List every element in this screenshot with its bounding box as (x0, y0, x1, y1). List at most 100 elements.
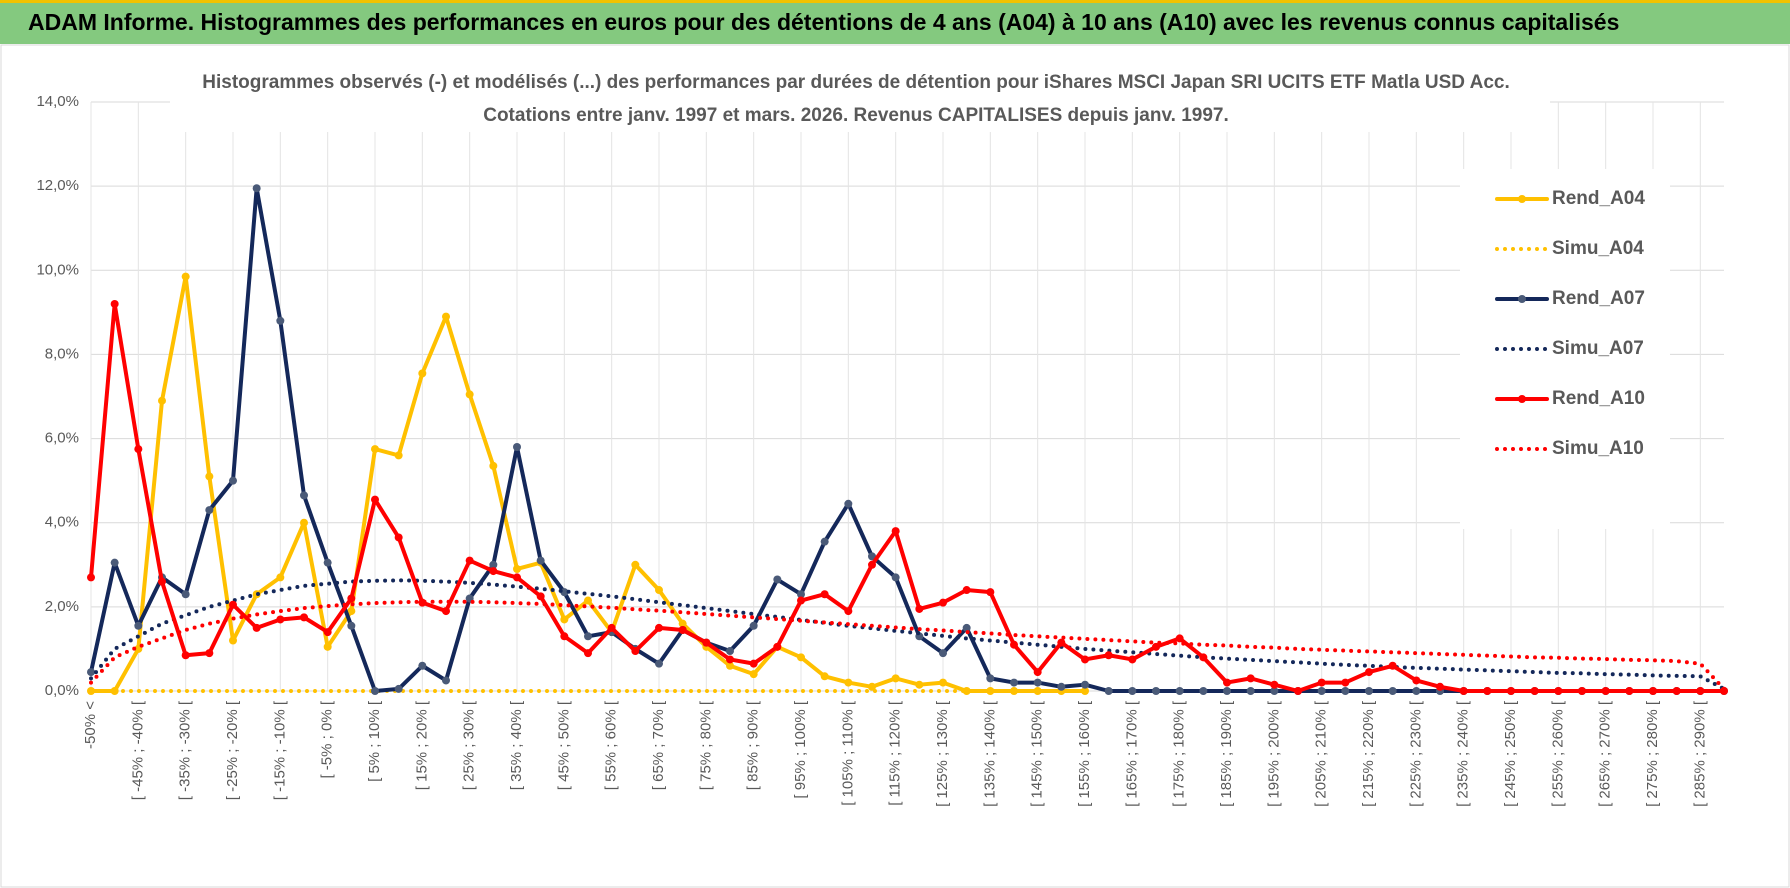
x-tick-label: [ 285% ; 290% [ (1691, 700, 1708, 807)
point (181, 590, 190, 599)
point (962, 586, 971, 595)
point (371, 445, 379, 454)
point (1554, 687, 1563, 695)
point (1388, 687, 1397, 695)
point (584, 596, 592, 605)
point (300, 518, 308, 527)
point (631, 560, 640, 569)
point (1578, 687, 1586, 695)
x-tick-label: [ 205% ; 210% [ (1313, 700, 1330, 807)
point (1317, 678, 1326, 687)
point (394, 684, 403, 693)
point (347, 594, 356, 603)
legend-marker (1518, 395, 1526, 403)
chart-subtitle: Cotations entre janv. 1997 et mars. 2026… (483, 105, 1229, 126)
point (1625, 687, 1634, 695)
x-tick-label: -50% < (82, 701, 99, 749)
point (513, 573, 521, 582)
point (110, 558, 119, 567)
point (939, 598, 947, 607)
point (584, 632, 592, 641)
point (844, 678, 853, 687)
point (749, 621, 758, 630)
point (229, 600, 237, 609)
point (300, 491, 308, 500)
x-tick-label: [ 185% ; 190% [ (1218, 700, 1235, 807)
point (1459, 687, 1468, 695)
x-tick-label: [ 215% ; 220% [ (1360, 700, 1377, 807)
point (536, 556, 545, 565)
point (1436, 682, 1444, 691)
x-tick-label: [ 55% ; 60% [ (603, 700, 620, 790)
point (300, 613, 308, 622)
point (844, 499, 853, 508)
point (205, 472, 214, 481)
point (726, 647, 734, 656)
point (702, 638, 711, 647)
point (323, 642, 332, 651)
point (1152, 642, 1160, 651)
x-tick-label: [ 25% ; 30% [ (461, 700, 478, 790)
point (1365, 668, 1373, 677)
point (1033, 687, 1042, 695)
point (1649, 687, 1657, 695)
point (513, 564, 521, 573)
y-tick-label: 14,0% (36, 93, 79, 110)
point (797, 590, 805, 599)
x-tick-label: [ 75% ; 80% [ (697, 700, 714, 790)
point (844, 607, 853, 616)
point (134, 621, 143, 630)
point (607, 623, 616, 632)
point (1388, 661, 1397, 670)
point (655, 586, 663, 595)
point (442, 312, 450, 321)
point (560, 632, 569, 641)
legend-marker (1518, 195, 1526, 203)
point (181, 651, 190, 660)
point (347, 607, 356, 616)
legend-label: Rend_A10 (1552, 388, 1645, 409)
x-tick-label: [ 125% ; 130% [ (934, 700, 951, 807)
point (773, 642, 782, 651)
observed-line (89, 186, 1726, 693)
point (371, 495, 379, 504)
legend-label: Simu_A04 (1552, 238, 1644, 259)
x-tick-label: [ 135% ; 140% [ (981, 700, 998, 807)
point (536, 592, 545, 601)
point (868, 560, 876, 569)
chart: 0,0% 2,0% 4,0% 6,0% 8,0% 10,0% 12,0% 14,0% -50% … (0, 44, 1790, 888)
x-tick-label: [ 5% ; 10% [ (366, 700, 383, 782)
legend-label: Simu_A10 (1552, 438, 1644, 459)
header-title: ADAM Informe. Histogrammes des performan… (28, 9, 1620, 35)
point (134, 445, 143, 454)
y-tick-label: 4,0% (45, 514, 79, 531)
point (726, 661, 734, 670)
header-bar: ADAM Informe. Histogrammes des performan… (0, 0, 1790, 44)
point (939, 649, 947, 658)
point (205, 506, 214, 515)
x-tick-label: [ 235% ; 240% [ (1455, 700, 1472, 807)
point (1057, 682, 1066, 691)
point (1104, 651, 1113, 660)
point (891, 573, 900, 582)
legend-label: Simu_A07 (1552, 338, 1644, 359)
point (158, 577, 166, 586)
point (1010, 640, 1018, 649)
point (1081, 655, 1089, 664)
point (371, 687, 379, 695)
observed-line (89, 301, 1726, 693)
x-tick-label: [ 175% ; 180% [ (1171, 700, 1188, 807)
point (1412, 676, 1421, 685)
point (1199, 653, 1208, 662)
point (1010, 678, 1018, 687)
x-tick-label: [ 65% ; 70% [ (650, 700, 667, 790)
point (1365, 687, 1373, 695)
point (1696, 687, 1705, 695)
point (678, 619, 687, 628)
point (1223, 687, 1231, 695)
legend-marker (1518, 295, 1526, 303)
point (655, 623, 663, 632)
point (1246, 674, 1255, 683)
x-tick-label: [ 145% ; 150% [ (1029, 700, 1046, 807)
point (1128, 655, 1137, 664)
